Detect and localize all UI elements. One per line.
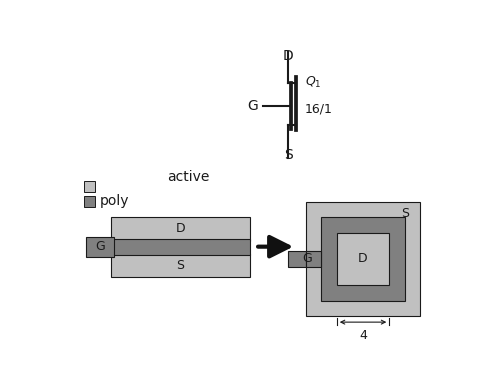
Bar — [111, 239, 250, 255]
Bar — [337, 233, 389, 285]
Bar — [306, 202, 420, 316]
Bar — [84, 196, 95, 206]
Bar — [322, 217, 405, 301]
Bar — [111, 254, 250, 277]
Bar — [111, 217, 250, 241]
Text: D: D — [358, 252, 368, 265]
Text: G: G — [247, 99, 258, 113]
Bar — [288, 251, 306, 268]
Bar — [84, 181, 95, 192]
Text: G: G — [95, 240, 105, 253]
Text: poly: poly — [100, 194, 129, 208]
Text: G: G — [303, 252, 312, 265]
Bar — [86, 237, 114, 257]
Text: S: S — [177, 259, 184, 272]
Text: S: S — [284, 148, 293, 162]
Text: $Q_1$: $Q_1$ — [304, 75, 321, 91]
Text: active: active — [167, 170, 209, 184]
Text: 16/1: 16/1 — [304, 103, 332, 116]
Text: 4: 4 — [359, 329, 367, 342]
Text: D: D — [176, 223, 185, 236]
Bar — [306, 251, 322, 268]
Text: S: S — [401, 208, 409, 220]
Text: D: D — [283, 49, 294, 63]
